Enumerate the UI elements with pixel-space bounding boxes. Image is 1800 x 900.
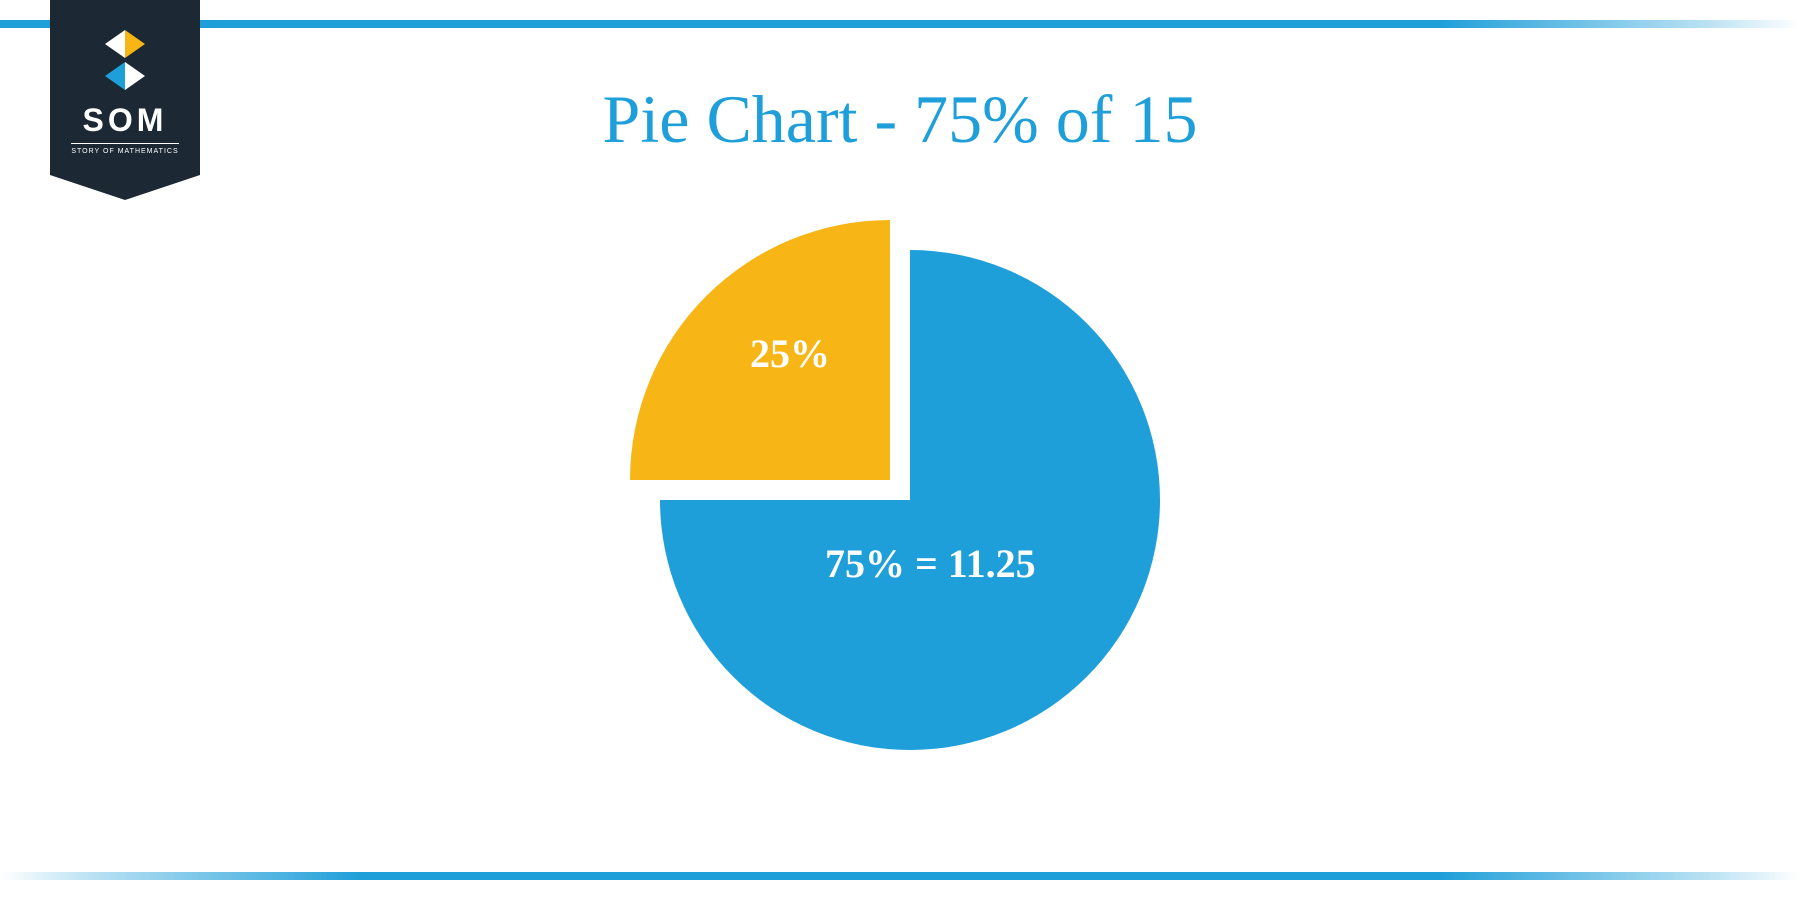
bottom-accent-border [0,872,1800,880]
pie-label-small: 25% [750,330,830,377]
pie-label-large: 75% = 11.25 [825,540,1036,587]
pie-chart: 25% 75% = 11.25 [630,220,1170,760]
logo-icon [95,30,155,90]
chart-title: Pie Chart - 75% of 15 [603,80,1198,159]
top-accent-border [0,20,1800,28]
logo-text: SOM [83,102,168,139]
logo-subtext: STORY OF MATHEMATICS [71,143,178,155]
logo-badge: SOM STORY OF MATHEMATICS [50,0,200,175]
